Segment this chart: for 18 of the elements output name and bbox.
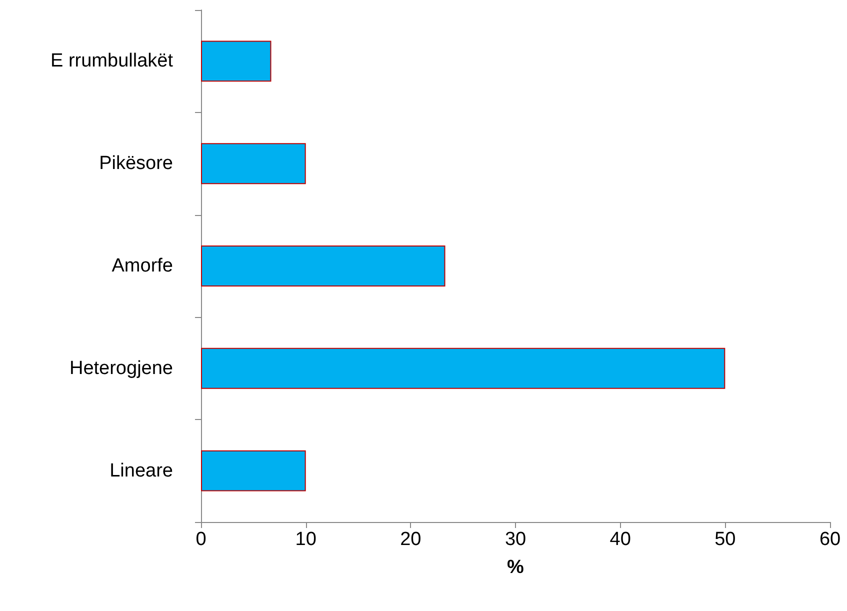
x-tick-label: 0 bbox=[196, 529, 206, 550]
x-tick-label: 40 bbox=[610, 529, 631, 550]
x-tick-label: 60 bbox=[819, 529, 841, 550]
bar bbox=[201, 348, 726, 389]
bar bbox=[201, 143, 306, 184]
x-tick-label: 50 bbox=[714, 529, 736, 550]
bar bbox=[201, 40, 272, 82]
bar bbox=[201, 450, 306, 492]
x-axis-title: % bbox=[507, 557, 524, 578]
x-tick-label: 20 bbox=[400, 529, 422, 550]
y-tick-label: Lineare bbox=[110, 460, 173, 482]
bar bbox=[201, 246, 446, 286]
x-tick-label: 30 bbox=[504, 529, 526, 550]
x-tick-label: 10 bbox=[295, 529, 316, 550]
y-tick-label: Pikësore bbox=[99, 153, 173, 174]
y-tick-label: Amorfe bbox=[112, 256, 173, 276]
y-tick-label: Heterogjene bbox=[69, 358, 173, 379]
y-tick-label: E rrumbullakët bbox=[50, 50, 174, 72]
